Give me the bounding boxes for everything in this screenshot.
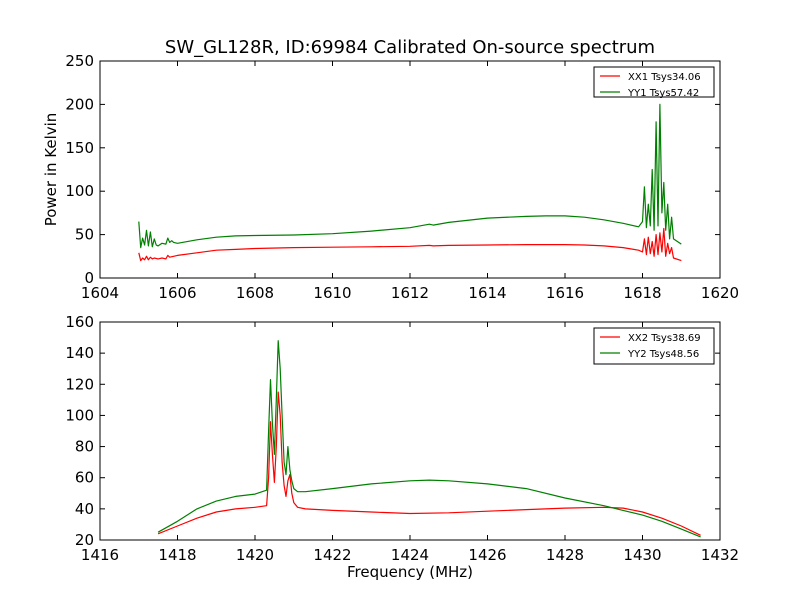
y-tick-label: 40: [75, 500, 94, 518]
legend-label: YY2 Tsys48.56: [627, 349, 699, 360]
x-tick-label: 1420: [236, 546, 274, 564]
x-tick-label: 1418: [158, 546, 196, 564]
x-tick-label: 1422: [313, 546, 351, 564]
x-tick-label: 1612: [391, 284, 429, 302]
y-tick-label: 140: [65, 344, 94, 362]
x-tick-label: 1424: [391, 546, 429, 564]
y-tick-label: 100: [65, 406, 94, 424]
y-tick-label: 80: [75, 438, 94, 456]
series-line-1: [157, 391, 701, 536]
y-axis-label: Power in Kelvin: [42, 113, 60, 227]
x-tick-label: 1604: [81, 284, 119, 302]
y-tick-label: 200: [65, 95, 94, 113]
y-tick-label: 160: [65, 313, 94, 331]
x-tick-label: 1616: [546, 284, 584, 302]
x-tick-label: 1608: [236, 284, 274, 302]
x-tick-label: 1620: [701, 284, 739, 302]
x-tick-label: 1432: [701, 546, 739, 564]
x-axis-label: Frequency (MHz): [347, 563, 473, 581]
series-line-2: [138, 103, 682, 249]
x-tick-label: 1430: [623, 546, 661, 564]
y-tick-label: 60: [75, 469, 94, 487]
series-line-1: [138, 227, 682, 262]
y-tick-label: 0: [84, 269, 94, 287]
legend-label: XX1 Tsys34.06: [628, 72, 701, 83]
legend-label: YY1 Tsys57.42: [627, 88, 699, 99]
legend-box: [593, 327, 715, 365]
x-tick-label: 1428: [546, 546, 584, 564]
x-tick-label: 1416: [81, 546, 119, 564]
x-tick-label: 1610: [313, 284, 351, 302]
y-tick-label: 50: [75, 226, 94, 244]
y-tick-label: 150: [65, 139, 94, 157]
series-line-2: [157, 340, 701, 538]
y-tick-label: 100: [65, 182, 94, 200]
chart-title: SW_GL128R, ID:69984 Calibrated On-source…: [165, 37, 655, 58]
top-panel: 1604 1606 1608 1610 1612 1614 1616 1618 1620 0 50 1…: [42, 52, 739, 302]
y-tick-label: 120: [65, 375, 94, 393]
legend-label: XX2 Tsys38.69: [628, 333, 701, 344]
y-tick-label: 250: [65, 52, 94, 70]
x-tick-label: 1614: [468, 284, 506, 302]
x-tick-label: 1606: [158, 284, 196, 302]
bottom-panel: 1416 1418 1420 1422 1424 1426 1428 1430 1432 20 40…: [65, 313, 739, 564]
x-tick-label: 1426: [468, 546, 506, 564]
x-tick-label: 1618: [623, 284, 661, 302]
y-tick-label: 20: [75, 531, 94, 549]
